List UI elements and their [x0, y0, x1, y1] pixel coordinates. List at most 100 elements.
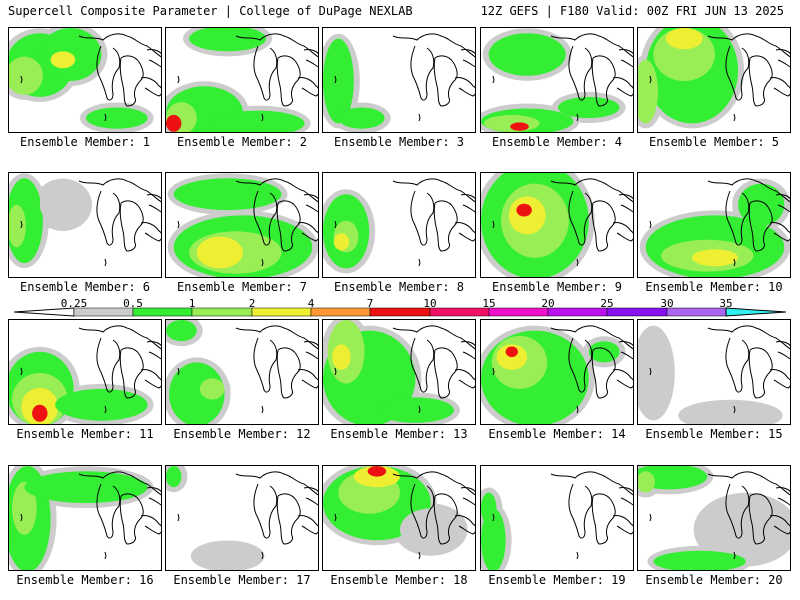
coastline: [96, 483, 121, 539]
coastline: [253, 190, 278, 246]
field-contour: [166, 114, 182, 132]
map-field: [323, 33, 475, 132]
coastline: [276, 200, 301, 252]
map-field: [323, 178, 475, 274]
map-field: [9, 28, 161, 132]
coastline: [568, 483, 593, 539]
ensemble-member-label: Ensemble Member: 9: [491, 280, 623, 294]
coastline: [460, 49, 475, 68]
coastline: [460, 487, 475, 506]
small-lake-mark: [261, 405, 264, 414]
ensemble-member-label: Ensemble Member: 5: [648, 135, 780, 149]
field-contour: [212, 110, 305, 132]
small-lake-mark: [261, 113, 264, 122]
field-contour: [55, 388, 148, 421]
field-contour: [665, 28, 703, 50]
ensemble-map-panel: [165, 172, 319, 278]
map-field: [638, 28, 790, 129]
ensemble-map-panel: [165, 465, 319, 571]
small-lake-mark: [492, 513, 495, 522]
small-lake-mark: [20, 220, 23, 229]
small-lake-mark: [418, 258, 421, 267]
small-lake-mark: [576, 405, 579, 414]
map-field: [167, 173, 318, 277]
field-contour: [323, 38, 354, 124]
coastline: [591, 347, 616, 399]
map-field: [323, 466, 475, 560]
colorbar-segment: [191, 307, 253, 317]
field-contour: [196, 236, 243, 269]
coastline: [618, 341, 633, 360]
coastline: [276, 347, 301, 399]
ensemble-member-label: Ensemble Member: 13: [330, 427, 468, 441]
colorbar-segment: [429, 307, 490, 317]
ensemble-member-label: Ensemble Member: 16: [16, 573, 154, 587]
field-contour: [376, 397, 454, 423]
ensemble-map-panel: [165, 27, 319, 133]
field-contour: [86, 107, 148, 129]
coastline: [119, 493, 144, 545]
field-contour: [166, 320, 197, 342]
small-lake-mark: [576, 113, 579, 122]
field-contour: [484, 114, 540, 132]
ensemble-member-label: Ensemble Member: 18: [330, 573, 468, 587]
ensemble-member-label: Ensemble Member: 2: [176, 135, 308, 149]
small-lake-mark: [20, 75, 23, 84]
ensemble-member-label: Ensemble Member: 7: [176, 280, 308, 294]
field-contour: [516, 203, 532, 217]
small-lake-mark: [649, 513, 652, 522]
colorbar-segment: [606, 307, 668, 317]
small-lake-mark: [649, 220, 652, 229]
coastline: [460, 341, 475, 360]
ensemble-map-panel: [322, 465, 476, 571]
coastline: [140, 369, 161, 389]
field-contour: [338, 107, 385, 129]
ensemble-map-panel: [480, 172, 634, 278]
colorbar-segment: [666, 307, 727, 317]
coastline: [612, 222, 633, 242]
small-lake-mark: [418, 551, 421, 560]
coastline: [297, 515, 318, 535]
colorbar-segment: [488, 307, 549, 317]
field-contour: [332, 344, 351, 370]
ensemble-member-label: Ensemble Member: 15: [645, 427, 783, 441]
small-lake-mark: [104, 258, 107, 267]
coastline: [119, 200, 144, 252]
field-contour: [738, 183, 785, 226]
colorbar-segment: [369, 307, 431, 317]
coastline: [433, 55, 458, 107]
ensemble-map-panel: [8, 27, 162, 133]
coastline: [303, 487, 318, 506]
coastline: [297, 222, 318, 242]
field-contour: [588, 341, 620, 363]
coastline: [410, 337, 435, 393]
coastline: [775, 49, 790, 68]
ensemble-map-panel: [165, 319, 319, 425]
coastline: [297, 369, 318, 389]
ensemble-member-label: Ensemble Member: 12: [173, 427, 311, 441]
coastline: [146, 487, 161, 506]
colorbar-tick-label: 20: [541, 297, 555, 310]
map-field: [638, 325, 790, 424]
coastline: [276, 55, 301, 107]
coastline: [78, 325, 161, 350]
small-lake-mark: [177, 513, 180, 522]
colorbar-segment: [310, 307, 371, 317]
ensemble-map-panel: [480, 27, 634, 133]
ensemble-member-label: Ensemble Member: 8: [333, 280, 465, 294]
map-field: [9, 466, 161, 570]
coastline: [140, 222, 161, 242]
coastline: [460, 194, 475, 213]
coastline: [433, 200, 458, 252]
coastline: [410, 45, 435, 101]
colorbar-tick-label: 30: [660, 297, 674, 310]
coastline: [769, 369, 790, 389]
ensemble-member-label: Ensemble Member: 1: [19, 135, 151, 149]
map-field: [166, 28, 318, 132]
coastline: [568, 337, 593, 393]
ensemble-member-label: Ensemble Member: 3: [333, 135, 465, 149]
small-lake-mark: [177, 367, 180, 376]
coastline: [433, 347, 458, 399]
map-field: [9, 173, 161, 269]
colorbar-tick-label: 2: [248, 297, 256, 310]
